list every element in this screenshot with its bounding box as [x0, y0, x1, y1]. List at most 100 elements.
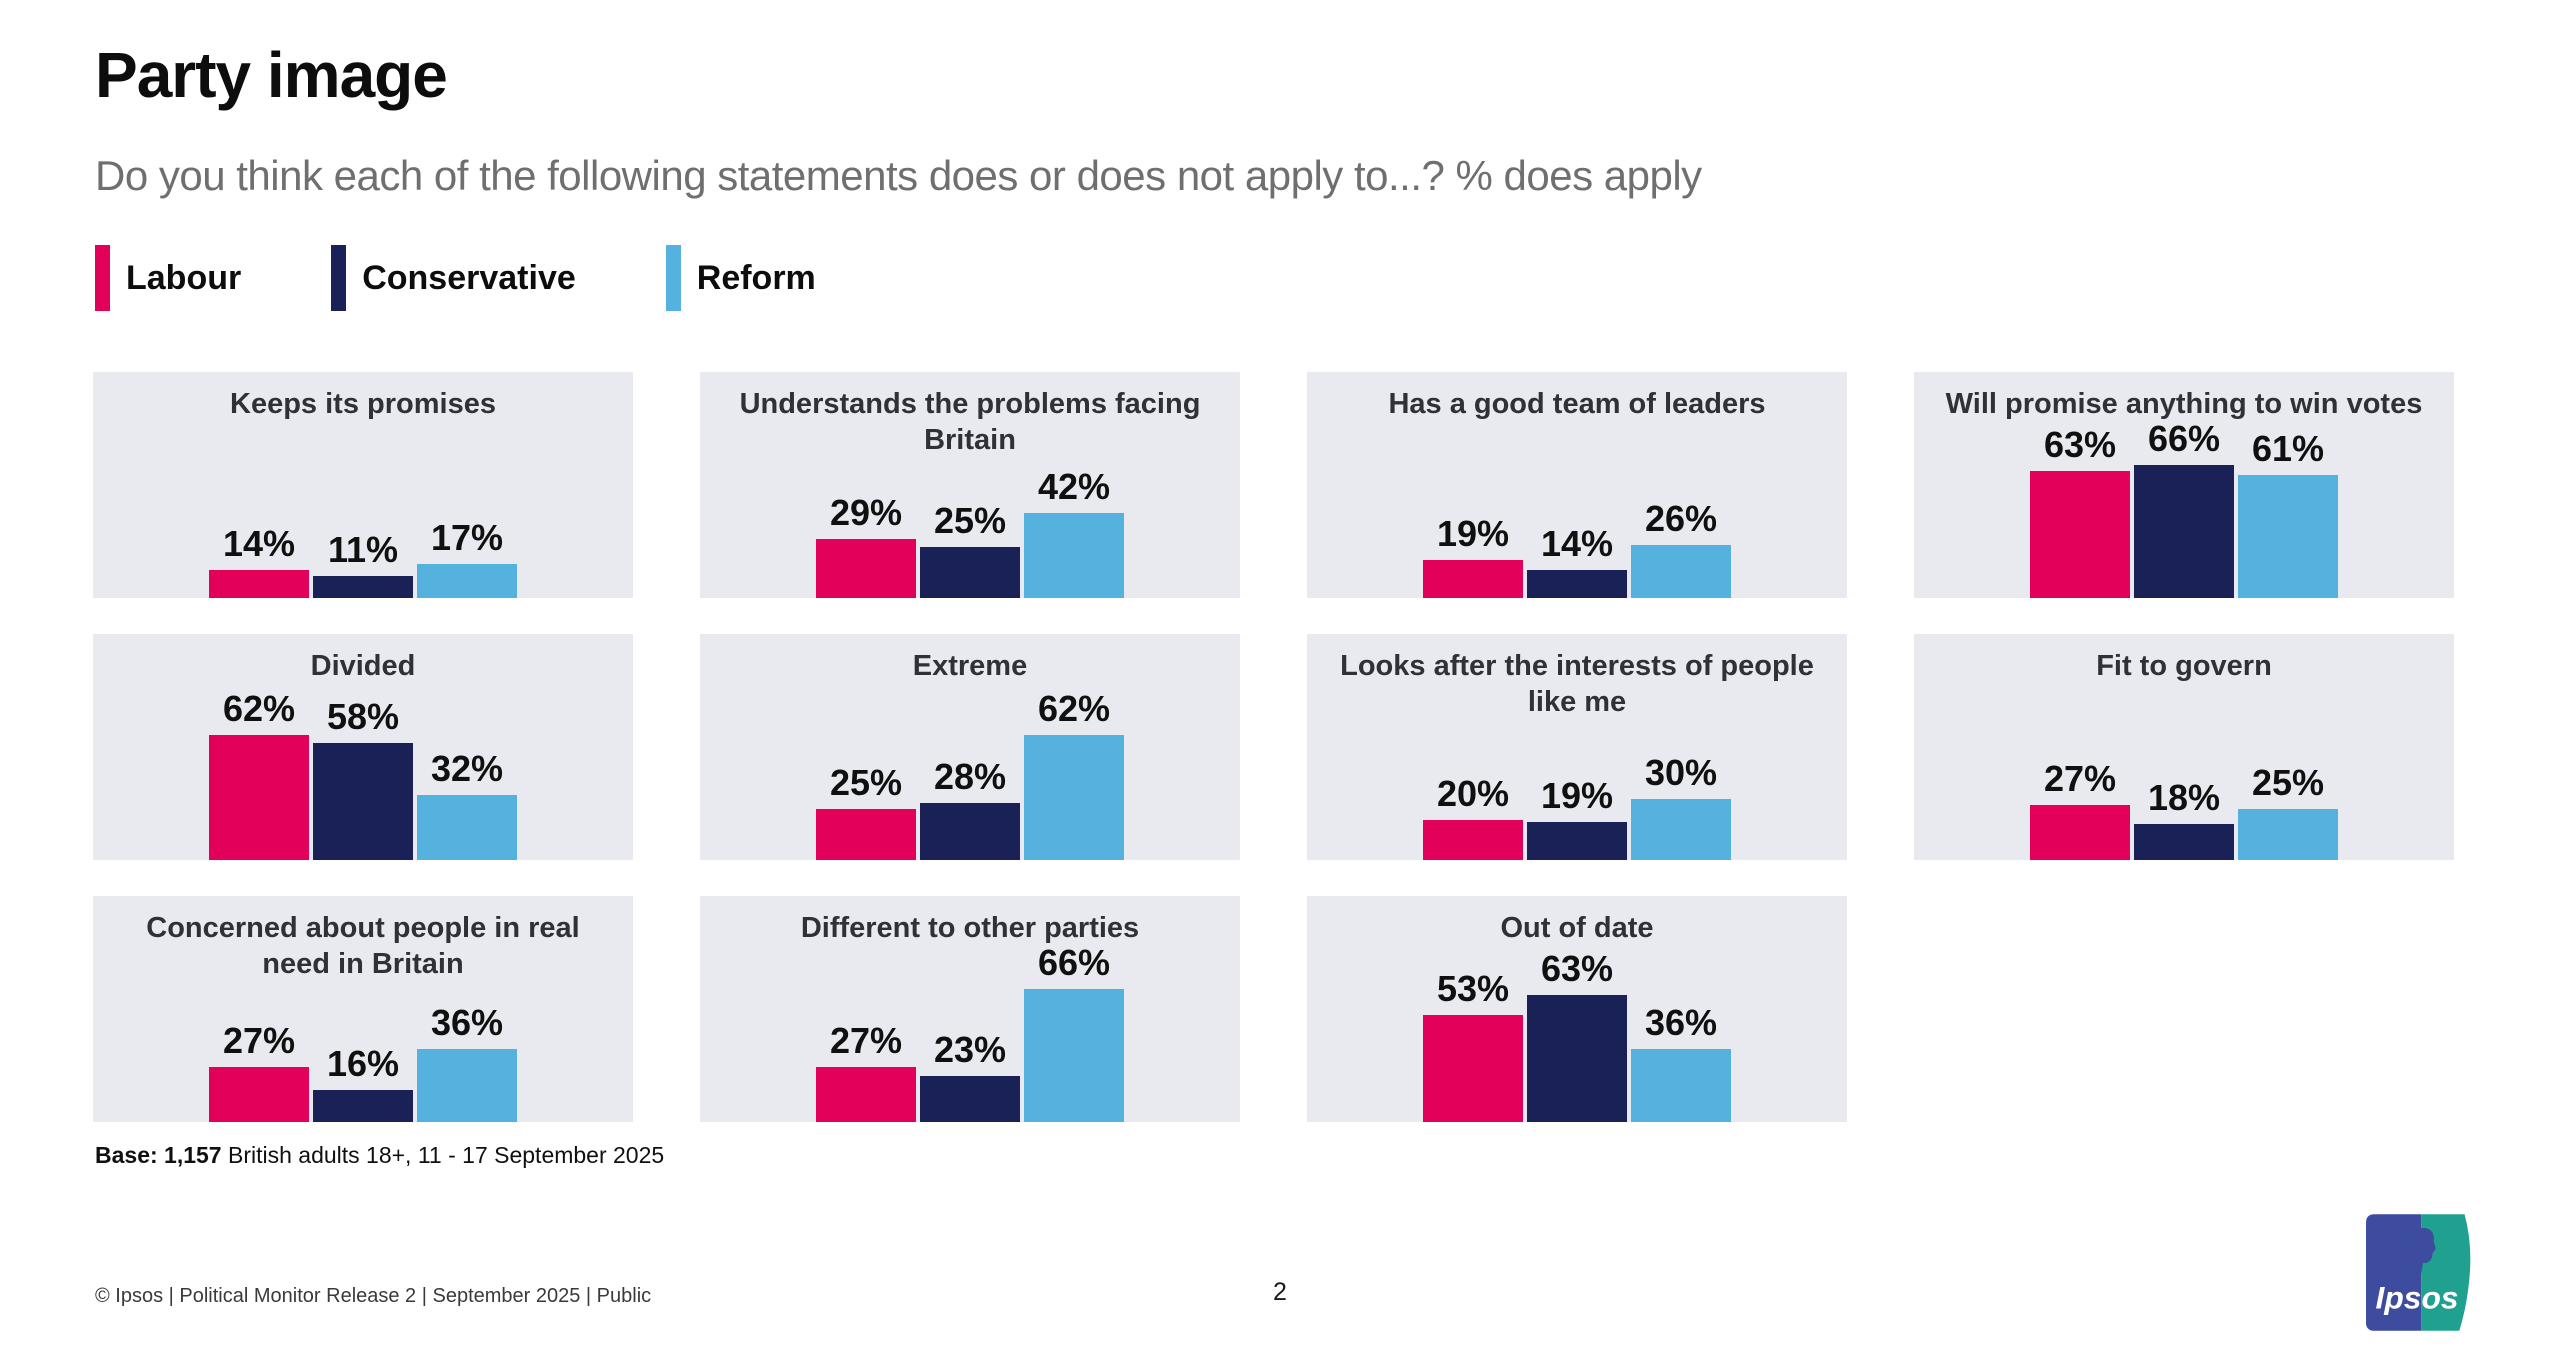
legend-item-reform: Reform	[665, 245, 816, 311]
bar-conservative	[920, 803, 1020, 860]
bar-labour	[2030, 805, 2130, 860]
bar-column-labour: 63%	[2030, 424, 2130, 598]
chart-panel-title: Out of date	[1500, 912, 1654, 944]
chart-panel: Out of date 53% 63% 36%	[1307, 896, 1847, 1122]
bar-column-conservative: 11%	[313, 529, 413, 598]
bar-labour	[816, 539, 916, 598]
bar-column-conservative: 23%	[920, 1029, 1020, 1122]
legend-swatch-labour	[95, 245, 110, 311]
bar-reform	[1024, 989, 1124, 1122]
bar-column-labour: 19%	[1423, 513, 1523, 598]
legend-item-labour: Labour	[95, 245, 241, 311]
bar-value-label: 17%	[430, 517, 504, 558]
bar-value-label: 19%	[1436, 513, 1510, 554]
bar-labour	[1423, 560, 1523, 598]
bar-value-label: 23%	[933, 1029, 1007, 1070]
bar-reform	[1631, 1049, 1731, 1122]
bar-group: 62% 58% 32%	[93, 688, 633, 860]
bar-value-label: 63%	[1540, 948, 1614, 989]
chart-panel-title: Divided	[310, 650, 416, 682]
bar-group: 29% 25% 42%	[700, 466, 1240, 598]
bar-value-label: 25%	[933, 500, 1007, 541]
chart-panel-title: Looks after the interests of people like…	[1340, 650, 1814, 719]
bar-value-label: 27%	[2043, 758, 2117, 799]
chart-panel: Has a good team of leaders 19% 14% 26%	[1307, 372, 1847, 598]
chart-panel: Divided 62% 58% 32%	[93, 634, 633, 860]
bar-column-conservative: 63%	[1527, 948, 1627, 1122]
bar-value-label: 28%	[933, 756, 1007, 797]
bar-column-labour: 14%	[209, 523, 309, 598]
ipsos-logo-text: Ipsos	[2376, 1280, 2459, 1316]
bar-value-label: 19%	[1540, 775, 1614, 816]
bar-conservative	[920, 547, 1020, 598]
bar-labour	[209, 570, 309, 598]
bar-conservative	[313, 576, 413, 598]
bar-labour	[816, 1067, 916, 1122]
bar-column-conservative: 58%	[313, 696, 413, 860]
legend: Labour Conservative Reform	[95, 245, 816, 311]
bar-value-label: 25%	[829, 762, 903, 803]
bar-reform	[1631, 799, 1731, 860]
ipsos-logo-blue-half	[2366, 1214, 2422, 1331]
bar-conservative	[1527, 995, 1627, 1122]
bar-column-reform: 36%	[417, 1002, 517, 1122]
bar-conservative	[1527, 822, 1627, 860]
chart-panel: Will promise anything to win votes 63% 66…	[1914, 372, 2454, 598]
legend-swatch-conservative	[331, 245, 347, 311]
legend-label: Labour	[126, 258, 242, 297]
bar-labour	[209, 1067, 309, 1122]
bar-value-label: 66%	[1037, 942, 1111, 983]
bar-column-reform: 62%	[1024, 688, 1124, 860]
bar-column-reform: 30%	[1631, 752, 1731, 860]
chart-panel: Extreme 25% 28% 62%	[700, 634, 1240, 860]
bar-column-reform: 61%	[2238, 428, 2338, 598]
bar-labour	[1423, 1015, 1523, 1122]
bar-group: 27% 18% 25%	[1914, 758, 2454, 860]
bar-column-conservative: 18%	[2134, 777, 2234, 860]
bar-value-label: 11%	[327, 529, 399, 570]
bar-value-label: 16%	[326, 1043, 400, 1084]
bar-column-reform: 17%	[417, 517, 517, 598]
bar-value-label: 18%	[2147, 777, 2221, 818]
bar-reform	[1024, 513, 1124, 598]
page-title: Party image	[95, 39, 448, 111]
chart-panel: Fit to govern 27% 18% 25%	[1914, 634, 2454, 860]
chart-panel: Keeps its promises 14% 11% 17%	[93, 372, 633, 598]
bar-column-reform: 32%	[417, 748, 517, 860]
ipsos-logo-head-icon	[2410, 1227, 2436, 1277]
chart-panel: Looks after the interests of people like…	[1307, 634, 1847, 860]
bar-reform	[1631, 545, 1731, 598]
bar-column-reform: 42%	[1024, 466, 1124, 598]
bar-column-labour: 53%	[1423, 968, 1523, 1122]
bar-column-labour: 27%	[2030, 758, 2130, 860]
bar-column-reform: 66%	[1024, 942, 1124, 1122]
base-note-rest: British adults 18+, 11 - 17 September 20…	[221, 1142, 665, 1168]
footer-source-text: © Ipsos | Political Monitor Release 2 | …	[95, 1285, 652, 1307]
chart-panel: Understands the problems facing Britain …	[700, 372, 1240, 598]
legend-label: Conservative	[362, 258, 576, 297]
bar-column-labour: 29%	[816, 492, 916, 598]
bar-column-conservative: 25%	[920, 500, 1020, 598]
bar-column-conservative: 19%	[1527, 775, 1627, 860]
chart-panel-title: Keeps its promises	[230, 388, 496, 420]
bar-value-label: 42%	[1037, 466, 1111, 507]
bar-value-label: 30%	[1644, 752, 1718, 793]
survey-question-subtitle: Do you think each of the following state…	[95, 152, 1702, 199]
bar-value-label: 58%	[326, 696, 400, 737]
bar-column-conservative: 28%	[920, 756, 1020, 860]
page-number: 2	[1273, 1278, 1287, 1306]
bar-group: 20% 19% 30%	[1307, 752, 1847, 860]
chart-panel-title: Has a good team of leaders	[1388, 388, 1766, 420]
bar-labour	[2030, 471, 2130, 598]
bar-reform	[417, 1049, 517, 1122]
bar-column-labour: 20%	[1423, 773, 1523, 860]
legend-label: Reform	[696, 258, 816, 297]
bar-labour	[1423, 820, 1523, 860]
bar-reform	[417, 795, 517, 860]
bar-value-label: 25%	[2251, 762, 2325, 803]
bar-column-reform: 25%	[2238, 762, 2338, 860]
base-note: Base: 1,157 British adults 18+, 11 - 17 …	[95, 1142, 664, 1169]
bar-value-label: 27%	[829, 1020, 903, 1061]
bar-conservative	[313, 743, 413, 860]
